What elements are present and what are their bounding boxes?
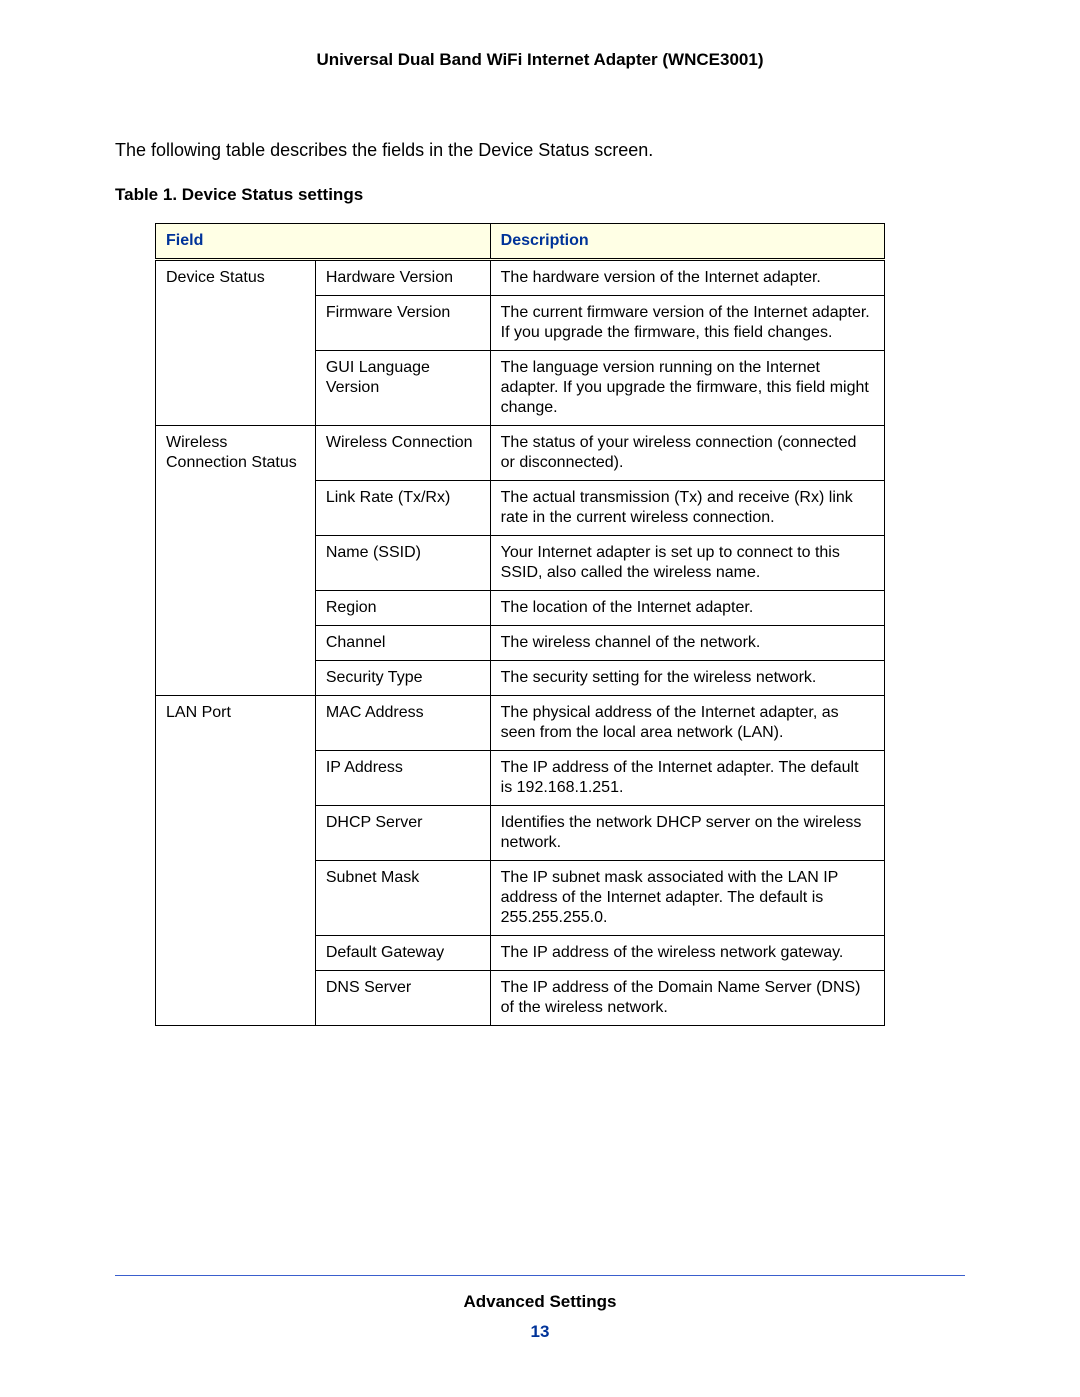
field-cell: IP Address: [315, 751, 490, 806]
group-cell: Wireless Connection Status: [156, 426, 316, 696]
table-header-row: Field Description: [156, 224, 885, 260]
description-cell: Your Internet adapter is set up to conne…: [490, 536, 884, 591]
page-container: Universal Dual Band WiFi Internet Adapte…: [0, 0, 1080, 1397]
intro-text: The following table describes the fields…: [115, 140, 965, 161]
table-row: Device StatusHardware VersionThe hardwar…: [156, 260, 885, 296]
description-cell: The hardware version of the Internet ada…: [490, 260, 884, 296]
description-cell: The IP subnet mask associated with the L…: [490, 861, 884, 936]
table-row: LAN PortMAC AddressThe physical address …: [156, 696, 885, 751]
description-cell: The security setting for the wireless ne…: [490, 661, 884, 696]
table-caption: Table 1. Device Status settings: [115, 185, 965, 205]
field-cell: DNS Server: [315, 971, 490, 1026]
field-cell: Firmware Version: [315, 296, 490, 351]
group-cell: LAN Port: [156, 696, 316, 1026]
table-body: Device StatusHardware VersionThe hardwar…: [156, 260, 885, 1026]
description-cell: The IP address of the Internet adapter. …: [490, 751, 884, 806]
header-description: Description: [490, 224, 884, 260]
field-cell: Security Type: [315, 661, 490, 696]
description-cell: The language version running on the Inte…: [490, 351, 884, 426]
description-cell: Identifies the network DHCP server on th…: [490, 806, 884, 861]
description-cell: The wireless channel of the network.: [490, 626, 884, 661]
field-cell: Region: [315, 591, 490, 626]
field-cell: Name (SSID): [315, 536, 490, 591]
table-row: Wireless Connection StatusWireless Conne…: [156, 426, 885, 481]
field-cell: DHCP Server: [315, 806, 490, 861]
page-footer: Advanced Settings 13: [115, 1275, 965, 1342]
description-cell: The status of your wireless connection (…: [490, 426, 884, 481]
document-header: Universal Dual Band WiFi Internet Adapte…: [115, 50, 965, 70]
footer-title: Advanced Settings: [115, 1292, 965, 1312]
description-cell: The actual transmission (Tx) and receive…: [490, 481, 884, 536]
description-cell: The IP address of the wireless network g…: [490, 936, 884, 971]
field-cell: Subnet Mask: [315, 861, 490, 936]
description-cell: The location of the Internet adapter.: [490, 591, 884, 626]
field-cell: Channel: [315, 626, 490, 661]
field-cell: Default Gateway: [315, 936, 490, 971]
footer-page-number: 13: [115, 1322, 965, 1342]
header-field: Field: [156, 224, 491, 260]
description-cell: The IP address of the Domain Name Server…: [490, 971, 884, 1026]
description-cell: The current firmware version of the Inte…: [490, 296, 884, 351]
description-cell: The physical address of the Internet ada…: [490, 696, 884, 751]
field-cell: MAC Address: [315, 696, 490, 751]
field-cell: Link Rate (Tx/Rx): [315, 481, 490, 536]
field-cell: GUI Language Version: [315, 351, 490, 426]
field-cell: Hardware Version: [315, 260, 490, 296]
field-cell: Wireless Connection: [315, 426, 490, 481]
group-cell: Device Status: [156, 260, 316, 426]
device-status-table: Field Description Device StatusHardware …: [155, 223, 885, 1026]
